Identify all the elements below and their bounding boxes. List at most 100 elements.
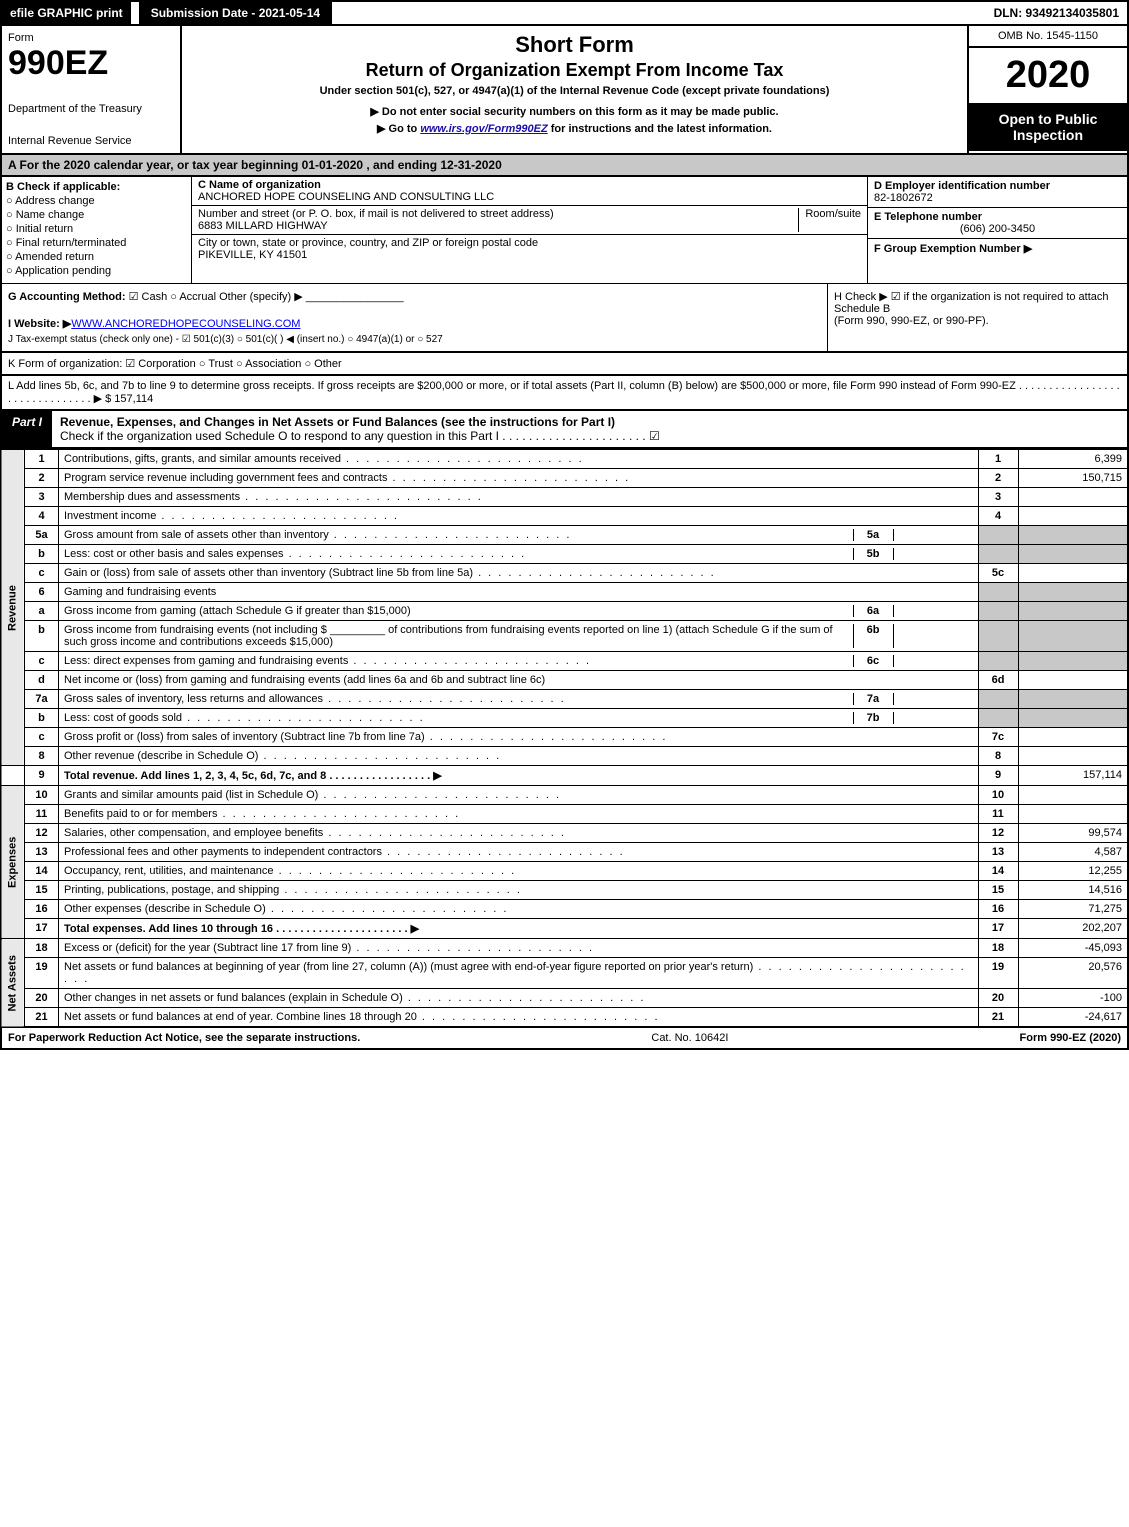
ln11-amt bbox=[1018, 805, 1128, 824]
ln7b-num: b bbox=[25, 709, 59, 728]
cb-final-return[interactable]: Final return/terminated bbox=[6, 237, 187, 249]
ln3-box: 3 bbox=[978, 488, 1018, 507]
ln6a-ival bbox=[893, 605, 973, 617]
ln6b-num: b bbox=[25, 621, 59, 652]
ln7c-amt bbox=[1018, 728, 1128, 747]
ln7b-desc: Less: cost of goods sold bbox=[64, 712, 853, 724]
title-return: Return of Organization Exempt From Incom… bbox=[188, 60, 961, 81]
ln6c-box bbox=[978, 652, 1018, 671]
ln13-box: 13 bbox=[978, 843, 1018, 862]
ln14-desc: Occupancy, rent, utilities, and maintena… bbox=[59, 862, 979, 881]
ln14-num: 14 bbox=[25, 862, 59, 881]
ln19-num: 19 bbox=[25, 958, 59, 989]
ln2-box: 2 bbox=[978, 469, 1018, 488]
form-header: Form 990EZ Department of the Treasury In… bbox=[0, 26, 1129, 155]
ln6c-amt bbox=[1018, 652, 1128, 671]
ln7a-amt bbox=[1018, 690, 1128, 709]
street-label: Number and street (or P. O. box, if mail… bbox=[198, 208, 554, 220]
ln9-num: 9 bbox=[25, 766, 59, 786]
website-link[interactable]: WWW.ANCHOREDHOPECOUNSELING.COM bbox=[71, 318, 300, 330]
ln8-amt bbox=[1018, 747, 1128, 766]
ln21-num: 21 bbox=[25, 1008, 59, 1028]
k-line: K Form of organization: ☑ Corporation ○ … bbox=[0, 353, 1129, 376]
ln8-num: 8 bbox=[25, 747, 59, 766]
l-text: L Add lines 5b, 6c, and 7b to line 9 to … bbox=[8, 380, 1120, 405]
cb-initial-return[interactable]: Initial return bbox=[6, 223, 187, 235]
ln16-num: 16 bbox=[25, 900, 59, 919]
ln2-amt: 150,715 bbox=[1018, 469, 1128, 488]
ln5b-ival bbox=[893, 548, 973, 560]
ln2-num: 2 bbox=[25, 469, 59, 488]
irs-link[interactable]: www.irs.gov/Form990EZ bbox=[420, 123, 547, 135]
part1-check: Check if the organization used Schedule … bbox=[60, 429, 660, 443]
ln6d-num: d bbox=[25, 671, 59, 690]
ln3-desc: Membership dues and assessments bbox=[59, 488, 979, 507]
dln: DLN: 93492134035801 bbox=[986, 2, 1127, 24]
ln6a-ibox: 6a bbox=[853, 605, 893, 617]
ln21-desc: Net assets or fund balances at end of ye… bbox=[59, 1008, 979, 1028]
dept-irs: Internal Revenue Service bbox=[8, 135, 174, 147]
ln7c-num: c bbox=[25, 728, 59, 747]
ln5b-box bbox=[978, 545, 1018, 564]
ln6d-amt bbox=[1018, 671, 1128, 690]
ln7a-ibox: 7a bbox=[853, 693, 893, 705]
ln5a-desc: Gross amount from sale of assets other t… bbox=[64, 529, 853, 541]
ln7a-box bbox=[978, 690, 1018, 709]
ln20-amt: -100 bbox=[1018, 989, 1128, 1008]
subtitle: Under section 501(c), 527, or 4947(a)(1)… bbox=[188, 85, 961, 97]
ln1-amt: 6,399 bbox=[1018, 450, 1128, 469]
ln6-box bbox=[978, 583, 1018, 602]
cb-amended-return[interactable]: Amended return bbox=[6, 251, 187, 263]
ln6c-num: c bbox=[25, 652, 59, 671]
ln7b-ibox: 7b bbox=[853, 712, 893, 724]
footer-catno: Cat. No. 10642I bbox=[360, 1032, 1019, 1044]
ln6d-desc: Net income or (loss) from gaming and fun… bbox=[59, 671, 979, 690]
ln9-desc: Total revenue. Add lines 1, 2, 3, 4, 5c,… bbox=[64, 770, 442, 782]
cb-name-change[interactable]: Name change bbox=[6, 209, 187, 221]
ln12-num: 12 bbox=[25, 824, 59, 843]
ln5a-ibox: 5a bbox=[853, 529, 893, 541]
ln17-desc: Total expenses. Add lines 10 through 16 … bbox=[64, 923, 419, 935]
ln17-box: 17 bbox=[978, 919, 1018, 939]
cb-application-pending[interactable]: Application pending bbox=[6, 265, 187, 277]
ln7c-box: 7c bbox=[978, 728, 1018, 747]
ln4-box: 4 bbox=[978, 507, 1018, 526]
efile-label[interactable]: efile GRAPHIC print bbox=[2, 2, 131, 24]
ln8-desc: Other revenue (describe in Schedule O) bbox=[59, 747, 979, 766]
ln6-num: 6 bbox=[25, 583, 59, 602]
ln15-box: 15 bbox=[978, 881, 1018, 900]
ln16-amt: 71,275 bbox=[1018, 900, 1128, 919]
ln5a-amt bbox=[1018, 526, 1128, 545]
ln12-desc: Salaries, other compensation, and employ… bbox=[59, 824, 979, 843]
ln11-num: 11 bbox=[25, 805, 59, 824]
tel-value: (606) 200-3450 bbox=[874, 223, 1121, 235]
ln4-desc: Investment income bbox=[59, 507, 979, 526]
section-d: D Employer identification number82-18026… bbox=[867, 177, 1127, 283]
row-a-taxyear: A For the 2020 calendar year, or tax yea… bbox=[0, 155, 1129, 177]
ln19-amt: 20,576 bbox=[1018, 958, 1128, 989]
room-suite-label: Room/suite bbox=[798, 208, 861, 232]
ln13-amt: 4,587 bbox=[1018, 843, 1128, 862]
gh-block: G Accounting Method: ☑ Cash ○ Accrual Ot… bbox=[0, 283, 1129, 353]
ln18-box: 18 bbox=[978, 939, 1018, 958]
side-expenses: Expenses bbox=[1, 786, 25, 939]
ln16-box: 16 bbox=[978, 900, 1018, 919]
ln14-amt: 12,255 bbox=[1018, 862, 1128, 881]
ln5a-ival bbox=[893, 529, 973, 541]
cb-address-change[interactable]: Address change bbox=[6, 195, 187, 207]
info-block: B Check if applicable: Address change Na… bbox=[0, 177, 1129, 283]
ln4-amt bbox=[1018, 507, 1128, 526]
ln13-desc: Professional fees and other payments to … bbox=[59, 843, 979, 862]
ln15-desc: Printing, publications, postage, and shi… bbox=[59, 881, 979, 900]
footer: For Paperwork Reduction Act Notice, see … bbox=[0, 1028, 1129, 1050]
ln19-box: 19 bbox=[978, 958, 1018, 989]
ln15-num: 15 bbox=[25, 881, 59, 900]
open-inspection: Open to Public Inspection bbox=[969, 103, 1127, 151]
side-netassets: Net Assets bbox=[1, 939, 25, 1028]
ln6d-box: 6d bbox=[978, 671, 1018, 690]
ln6a-num: a bbox=[25, 602, 59, 621]
ln10-box: 10 bbox=[978, 786, 1018, 805]
ln19-desc: Net assets or fund balances at beginning… bbox=[59, 958, 979, 989]
accounting-method: ☑ Cash ○ Accrual Other (specify) ▶ bbox=[129, 291, 303, 303]
ln5c-desc: Gain or (loss) from sale of assets other… bbox=[59, 564, 979, 583]
